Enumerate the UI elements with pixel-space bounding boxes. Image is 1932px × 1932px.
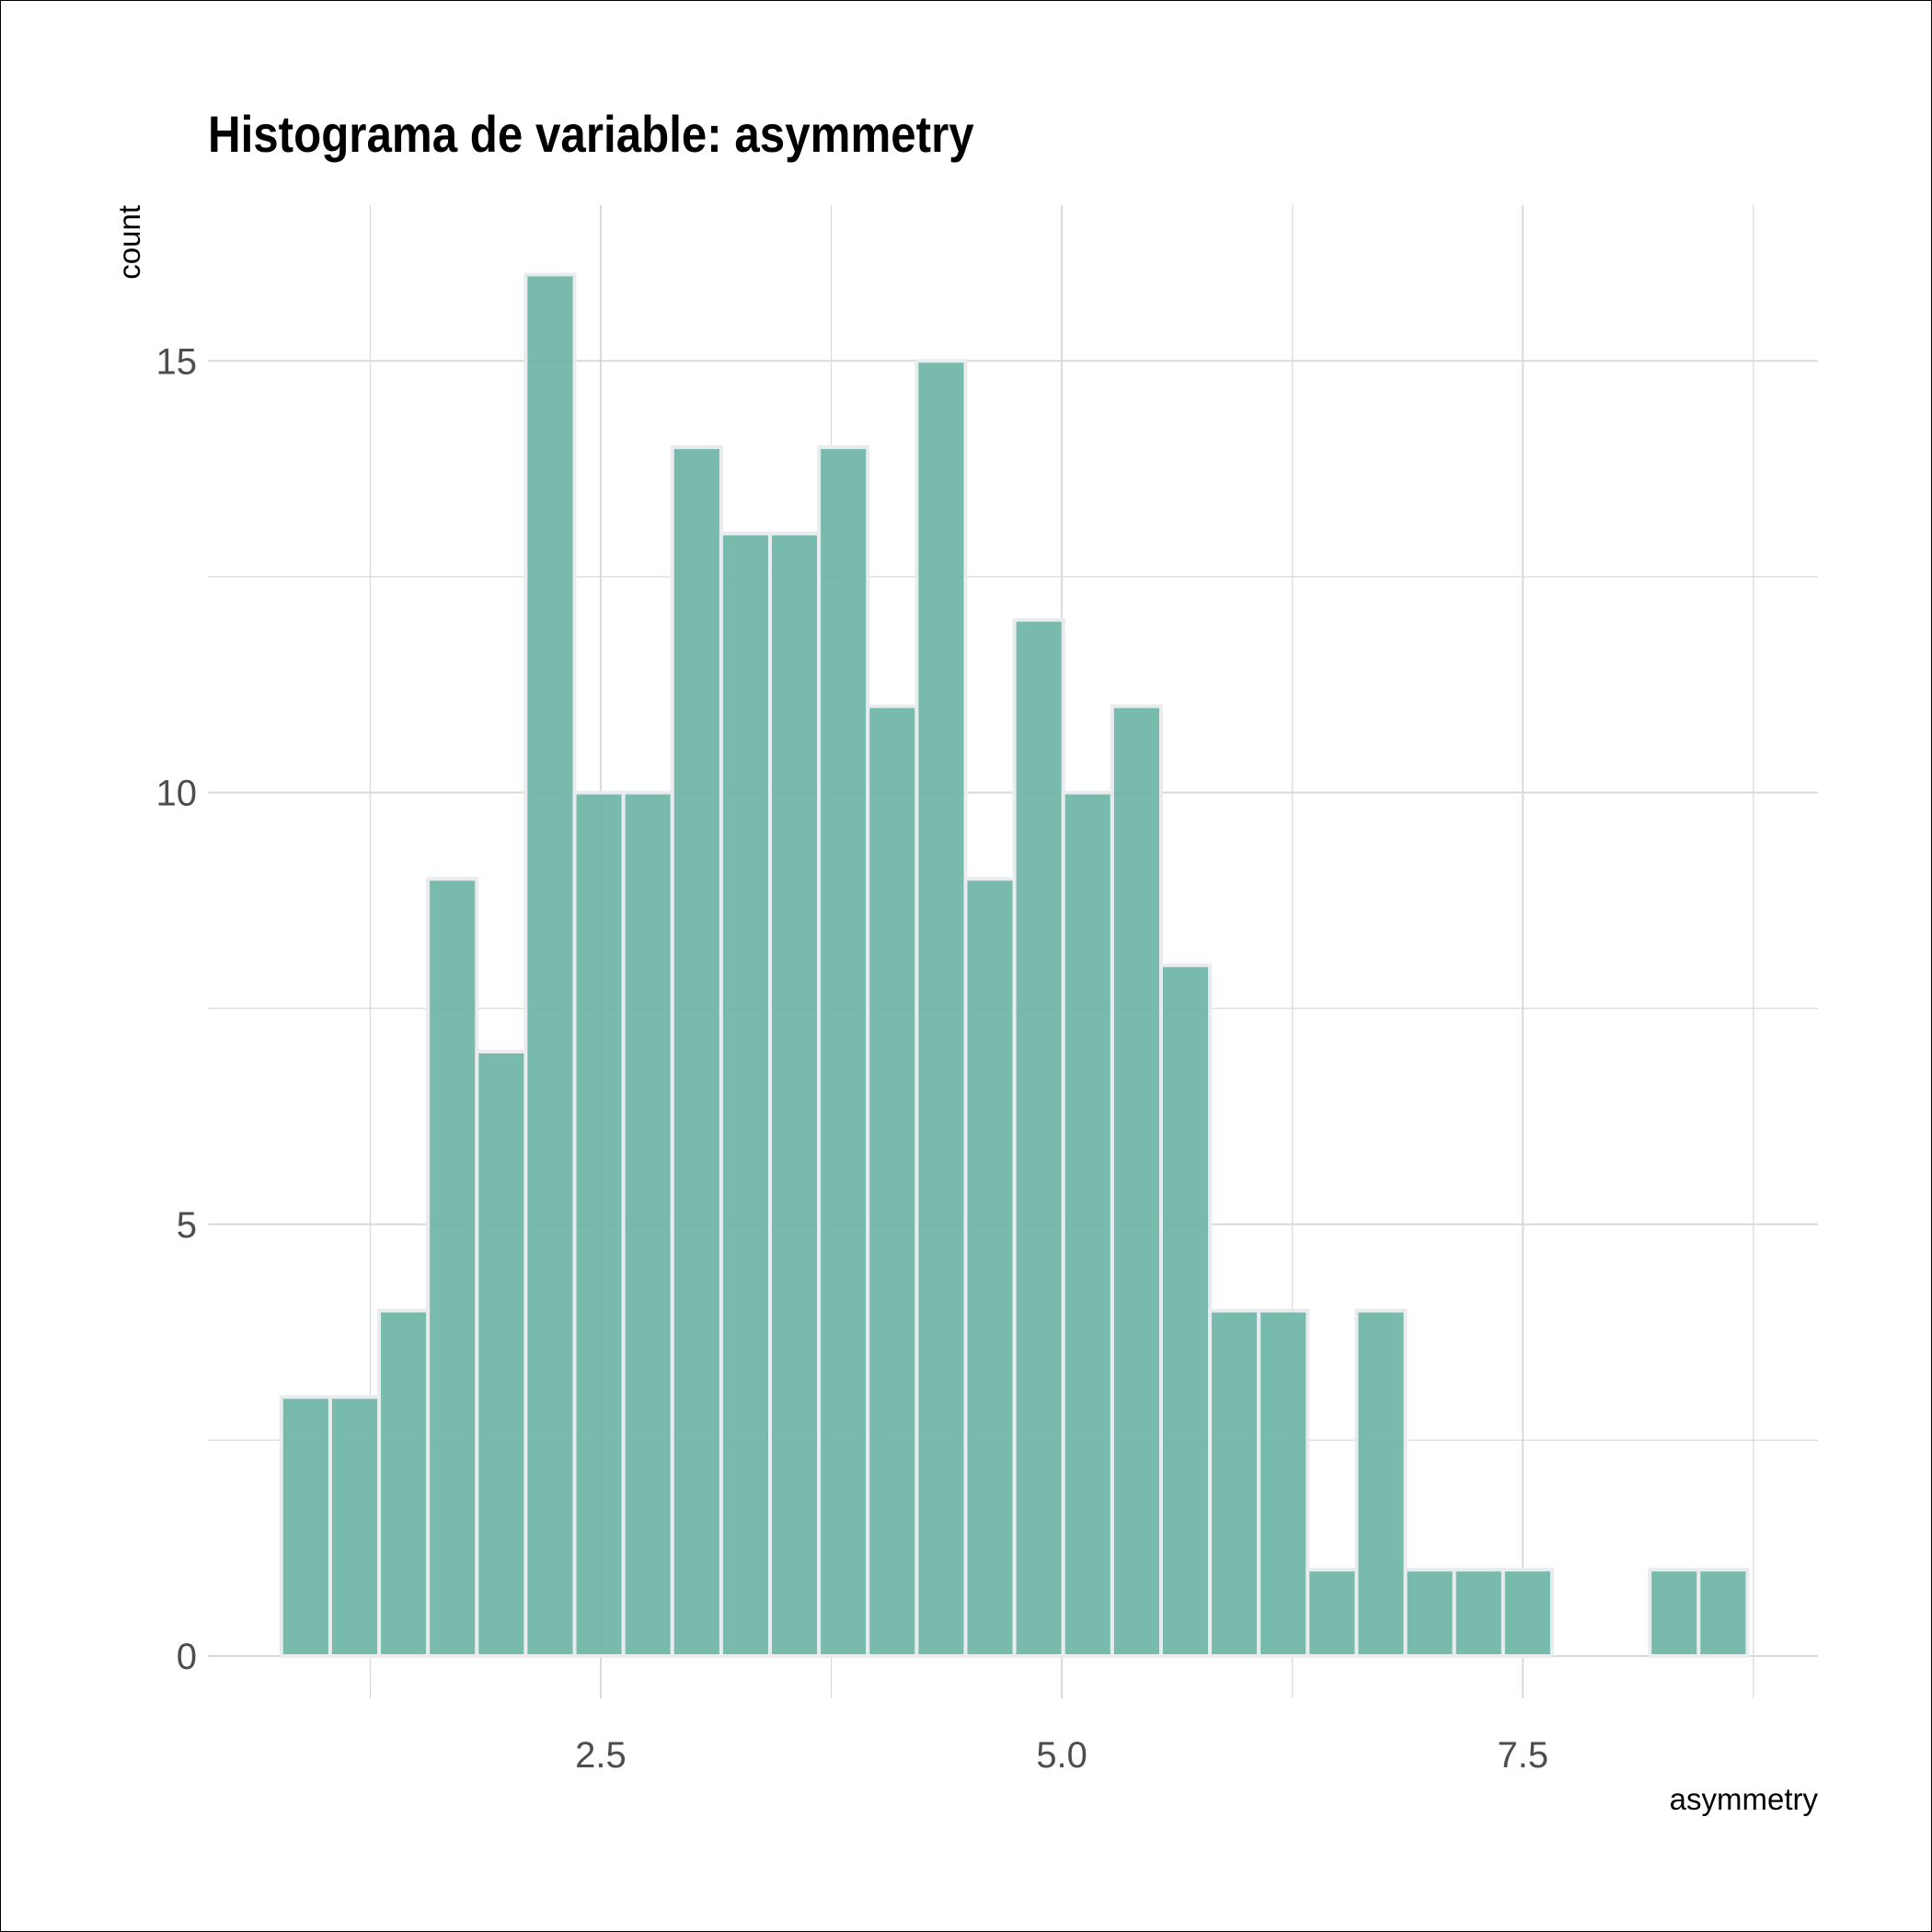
chart-title: Histograma de variable: asymmetry: [208, 105, 974, 163]
histogram-bar: [523, 272, 577, 1658]
histogram-bar: [1354, 1308, 1408, 1658]
histogram-bar: [621, 790, 674, 1658]
x-tick-label: 2.5: [575, 1735, 627, 1776]
histogram-bar: [572, 790, 626, 1658]
histogram-bar: [1501, 1568, 1554, 1659]
y-tick-label: 15: [156, 341, 198, 382]
y-tick-label: 10: [156, 774, 198, 814]
histogram-bar: [817, 445, 870, 1659]
histogram-bar: [1696, 1568, 1750, 1659]
histogram-bar: [279, 1395, 332, 1658]
histogram-bar: [475, 1050, 528, 1659]
histogram-bar: [1403, 1568, 1456, 1659]
histogram-bar: [1648, 1568, 1701, 1659]
y-tick-label: 0: [177, 1637, 197, 1677]
histogram-bar: [1452, 1568, 1505, 1659]
histogram-bar: [670, 445, 723, 1659]
histogram-bar: [768, 531, 822, 1659]
x-tick-label: 7.5: [1497, 1735, 1548, 1776]
histogram-bar: [1257, 1308, 1310, 1658]
histogram-bar: [377, 1308, 431, 1658]
histogram-bar: [963, 877, 1017, 1658]
histogram-bar: [1158, 963, 1213, 1658]
histogram-bar: [426, 877, 479, 1658]
histogram-bar: [719, 531, 773, 1659]
histogram-bar: [866, 704, 919, 1658]
histogram-bar: [328, 1395, 382, 1658]
x-tick-label: 5.0: [1036, 1735, 1087, 1776]
histogram-bar: [1305, 1568, 1359, 1659]
histogram-bar: [1208, 1308, 1261, 1658]
histogram-bar: [1061, 790, 1114, 1658]
y-axis-title: count: [112, 205, 146, 280]
histogram-bar: [1110, 704, 1163, 1658]
histogram-bar: [914, 359, 968, 1658]
histogram-bar: [1012, 617, 1065, 1658]
y-tick-label: 5: [177, 1205, 197, 1246]
x-axis-title: asymmetry: [1670, 1782, 1819, 1816]
